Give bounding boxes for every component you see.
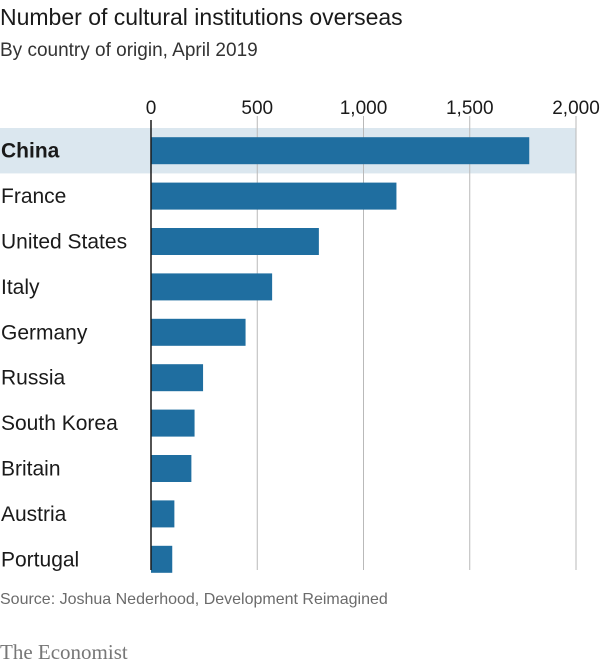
category-label: Germany [1,321,88,344]
bar [151,455,192,482]
category-label: Italy [1,276,40,299]
bar-chart: 0 500 1,000 1,500 2,000 China France United Sta… [0,98,600,573]
category-label: Russia [1,367,66,390]
x-tick-label: 0 [146,98,157,119]
x-tick-label: 1,500 [446,98,494,119]
category-label: France [1,185,66,208]
x-tick-label: 2,000 [552,98,600,119]
x-tick-label: 1,000 [340,98,388,119]
chart-title: Number of cultural institutions overseas [0,4,403,30]
publisher-logo: The Economist [0,640,128,664]
bar [151,409,195,437]
bar [151,182,397,210]
category-label: South Korea [1,412,118,435]
category-label: United States [1,231,127,254]
bar [151,500,175,528]
bar [151,228,319,255]
chart-subtitle: By country of origin, April 2019 [0,40,258,61]
bar [151,318,246,346]
category-label: Portugal [1,548,79,571]
bar [151,273,273,301]
x-tick-label: 500 [241,98,273,119]
category-label: Austria [1,503,67,526]
category-label: China [1,140,60,163]
source-note: Source: Joshua Nederhood, Development Re… [0,591,388,608]
bar [151,137,530,165]
bar [151,545,173,573]
bar [151,364,204,392]
category-label: Britain [1,458,61,481]
